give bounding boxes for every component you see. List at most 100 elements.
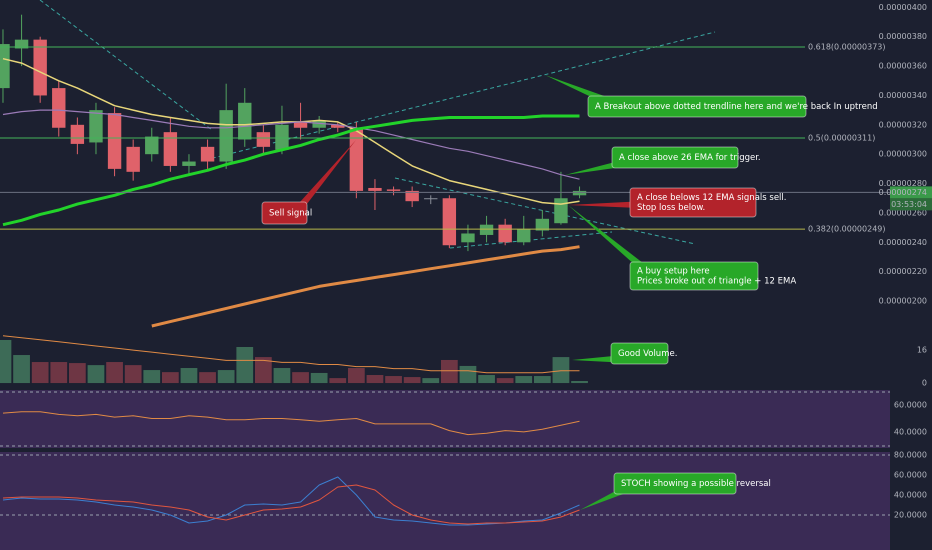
candle-body (275, 124, 289, 150)
candle-body (349, 127, 364, 191)
candle-body (572, 190, 587, 196)
volume-bar (13, 355, 30, 384)
line-series (2, 484, 580, 525)
y-tick-label: 0.00000320 (879, 120, 927, 129)
candle-body (126, 146, 140, 172)
annotation-text: A Breakout above dotted trendline here a… (595, 102, 878, 112)
annotation-box (629, 261, 759, 291)
candle-body (498, 224, 512, 243)
line-series (2, 114, 580, 227)
annotation-text: Stop loss below. (637, 203, 705, 213)
volume-bar (366, 375, 384, 384)
volume-bar (236, 346, 254, 384)
pane-backgrounds (0, 390, 890, 550)
line-series (2, 335, 580, 374)
y-tick-label: 0.00000300 (879, 150, 927, 159)
volume-bar (69, 363, 86, 384)
volume-bar (50, 362, 68, 384)
last-price-label: 0.00000274 (879, 188, 927, 197)
volume-bar (124, 365, 142, 384)
candle-body (461, 233, 475, 243)
fib-label: 0.618(0.00000373) (808, 42, 886, 51)
candle-body (33, 39, 47, 96)
candle-body (145, 136, 159, 155)
volume-bar (254, 357, 272, 384)
volume-bar (571, 380, 588, 384)
volume-bar (161, 372, 179, 384)
y-tick-label: 40.0000 (894, 491, 927, 500)
volume-bar (552, 357, 570, 384)
volume-bar (31, 362, 49, 384)
candle-body (200, 146, 215, 162)
candle-body (52, 88, 66, 128)
fib-label: 0.5(0.00000311) (808, 134, 875, 143)
candle-body (293, 121, 308, 128)
candle-body (331, 124, 345, 128)
overlays: 0.00000400 0.00000380 0.00000360 0.00000340… (261, 3, 932, 520)
volume-bar (87, 365, 105, 384)
marks (0, 14, 890, 526)
volume-bar (440, 359, 458, 384)
annotation-arrow (565, 159, 626, 175)
volume-bar (106, 362, 123, 384)
candle-body (442, 198, 457, 246)
volume-bar (533, 376, 551, 384)
candle-body (386, 189, 401, 191)
annotation-box (629, 187, 757, 218)
volume-bar (347, 368, 365, 384)
candle-body (405, 190, 419, 202)
volume-bar (422, 378, 440, 384)
annotation-box (610, 342, 669, 365)
annotation-text: STOCH showing a possible reversal (621, 479, 771, 489)
line-series (2, 109, 580, 180)
annotation-arrow (568, 201, 643, 209)
volume-bar (515, 376, 533, 384)
candle-body (14, 39, 29, 49)
volume-bar (199, 372, 216, 384)
triangle-line (449, 231, 613, 249)
y-tick-label: 80.0000 (894, 451, 927, 460)
y-tick-label: 0.00000380 (879, 32, 927, 41)
y-tick-label: 0.00000400 (879, 3, 927, 12)
annotation-text: A buy setup here (637, 267, 710, 277)
annotation-arrow (297, 140, 356, 210)
volume-bar (329, 378, 347, 384)
candle-body (479, 224, 494, 235)
annotation-box (261, 201, 308, 225)
line-series (151, 245, 580, 328)
volume-bar (496, 378, 514, 384)
trendline (204, 31, 716, 161)
candle-body (368, 187, 382, 191)
y-tick-label: 60.0000 (894, 400, 927, 409)
volume-bar (180, 368, 198, 384)
candle-body (312, 120, 326, 128)
candle-body (238, 102, 252, 140)
line-series (2, 57, 580, 205)
annotation-box (611, 146, 739, 169)
volume-bar (273, 368, 291, 384)
trendline (39, 0, 213, 131)
annotation-text: A close above 26 EMA for trigger. (619, 153, 761, 163)
candle-body (424, 198, 438, 200)
volume-bar (478, 375, 495, 384)
candle-body (107, 113, 122, 169)
candle-body (70, 124, 85, 144)
countdown-tag (890, 198, 932, 211)
candle-body (89, 110, 103, 143)
volume-bar (0, 339, 12, 384)
volume-bar (459, 365, 477, 384)
y-tick-label: 0 (922, 379, 927, 388)
candle-body (0, 44, 10, 89)
fib-label: 0.382(0.00000249) (808, 225, 886, 234)
y-tick-label: 0.00000240 (879, 238, 927, 247)
candle-body (182, 161, 196, 166)
pane-background (0, 390, 890, 448)
y-tick-label: 0.00000220 (879, 267, 927, 276)
last-price-tag (890, 186, 932, 199)
countdown-label: 03:53:04 (891, 200, 927, 209)
y-tick-label: 0.00000340 (879, 91, 927, 100)
drawings (39, 0, 716, 249)
triangle-line (394, 177, 696, 245)
y-tick-label: 40.0000 (894, 427, 927, 436)
